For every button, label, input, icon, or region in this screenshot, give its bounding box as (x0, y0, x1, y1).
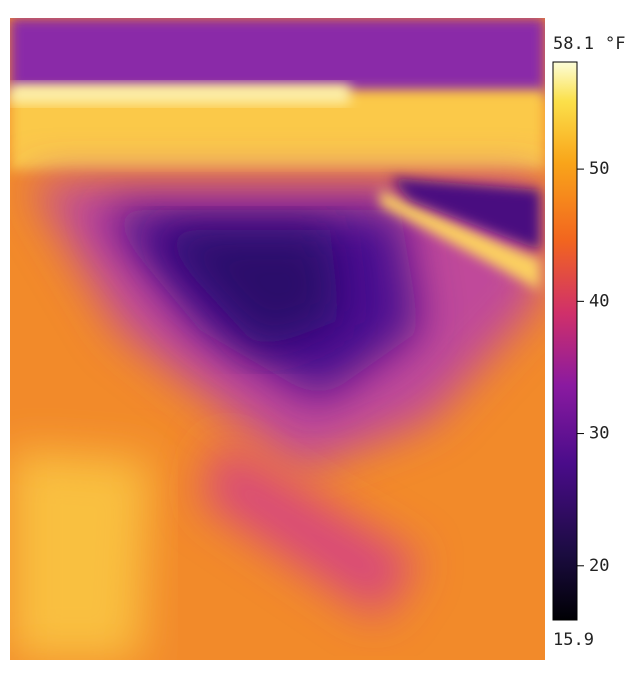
color-scale (553, 62, 577, 620)
page: {"colorbar": {"min": 15.9, "max": 58.1, … (0, 0, 640, 670)
tick-label: 40 (589, 291, 609, 311)
scale-max: 58.1 (553, 34, 594, 54)
scale-min: 15.9 (553, 630, 594, 650)
thermal-image (10, 18, 545, 660)
thermal-view: 58.1 °F 15.9 20 30 40 50 (0, 0, 640, 670)
scale-unit: °F (605, 34, 625, 54)
tick-label: 20 (589, 556, 609, 576)
tick-label: 50 (589, 159, 609, 179)
tick-label: 30 (589, 424, 609, 444)
